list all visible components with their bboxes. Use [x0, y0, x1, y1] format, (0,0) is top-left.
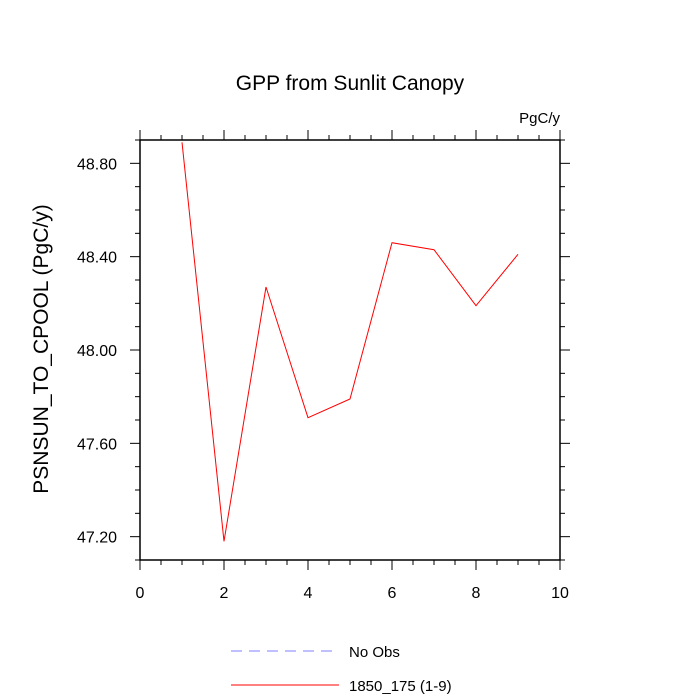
series-group: [181, 142, 519, 542]
x-tick-label: 8: [472, 585, 481, 602]
units-label: PgC/y: [519, 110, 560, 127]
y-axis-label: PSNSUN_TO_CPOOL (PgC/y): [30, 204, 53, 493]
y-ticks: 47.20 47.60 48.00 48.40 48.80: [77, 139, 570, 561]
legend-label: No Obs: [349, 644, 400, 661]
x-tick-label: 6: [388, 585, 397, 602]
chart-title: GPP from Sunlit Canopy: [236, 72, 465, 95]
x-tick-label: 10: [551, 585, 569, 602]
legend: No Obs 1850_175 (1-9): [231, 644, 452, 695]
x-tick-label: 2: [220, 585, 229, 602]
y-tick-label: 47.60: [77, 436, 117, 453]
x-ticks: 0 2 4 6 8 10: [136, 130, 569, 602]
x-tick-label: 0: [136, 585, 145, 602]
y-tick-label: 47.20: [77, 530, 117, 547]
y-tick-label: 48.40: [77, 250, 117, 267]
legend-label: 1850_175 (1-9): [349, 678, 452, 695]
x-tick-label: 4: [304, 585, 313, 602]
series-line: [181, 142, 519, 542]
y-tick-label: 48.80: [77, 156, 117, 173]
plot-frame: [139, 139, 561, 561]
y-tick-label: 48.00: [77, 343, 117, 360]
